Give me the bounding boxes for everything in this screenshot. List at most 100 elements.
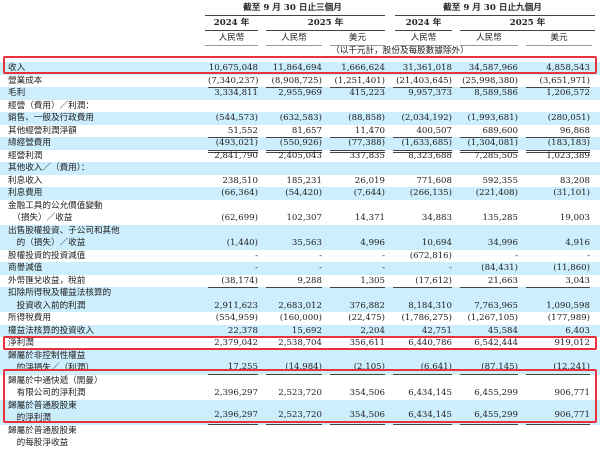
table-row: 外幣匯兌收益，稅前 (38,174) 9,288 1,305 (17,612) 21,66…	[0, 275, 600, 288]
row-value: (88,858)	[348, 113, 385, 123]
row-value: 238,510	[222, 175, 258, 186]
row-value: (1,251,401)	[330, 75, 385, 88]
table-row: 歸屬於中通快遞（開曼） 有限公司的淨利潤 2,396,297 2,523,720 35…	[0, 375, 600, 400]
row-value: 415,223	[349, 88, 385, 98]
row-value: (6,641)	[393, 361, 452, 375]
table-row: 收入 10,675,048 11,864,694 1,666,624 31,361,01…	[0, 62, 600, 75]
row-value: (87,145)	[460, 361, 518, 375]
row-value: 4,916	[565, 238, 590, 248]
row-value: 96,868	[526, 125, 590, 138]
row-value: (7,644)	[353, 188, 385, 198]
row-value: 2,523,720	[266, 409, 322, 425]
row-label: 銷售、一般及行政費用	[8, 113, 94, 123]
row-value: -	[515, 250, 518, 261]
row-value: 3,334,811	[214, 88, 258, 98]
row-value: (266,135)	[409, 188, 452, 198]
row-label: 其他經營利潤淨額	[8, 125, 77, 136]
table-row: 權益法核算的投資收入 22,378 15,692 2,204 42,751 45,584 6…	[0, 324, 600, 338]
row-value: -	[319, 250, 322, 261]
row-value: 6,440,786	[408, 338, 452, 348]
row-value: 11,864,694	[272, 63, 322, 73]
highlight-net-profit	[3, 336, 597, 350]
row-value: -	[449, 263, 452, 273]
row-value: (38,174)	[208, 275, 258, 288]
row-value: 400,507	[393, 125, 452, 138]
row-label: 金融工具的公允價值變動 （損失）／收益	[8, 200, 103, 224]
table-row: 經營（費用）／利潤：	[0, 100, 600, 113]
row-value: (31,101)	[553, 188, 590, 198]
row-value: 4,996	[360, 238, 385, 248]
table-row: 其他經營利潤淨額 51,552 81,657 11,470 400,507 689,600…	[0, 125, 600, 138]
row-value: 354,506	[349, 388, 385, 398]
row-value: 376,882	[349, 300, 385, 311]
row-value: (1,993,681)	[467, 113, 518, 123]
row-value: (550,926)	[266, 137, 322, 153]
row-value: (62,699)	[221, 213, 258, 223]
row-value: 7,285,505	[474, 150, 518, 161]
row-value: (1,304,081)	[460, 137, 518, 153]
row-value: (84,431)	[481, 263, 518, 273]
row-value: 906,771	[554, 388, 590, 398]
row-value: 19,003	[559, 213, 590, 223]
row-value: 83,208	[559, 175, 590, 186]
row-value: 10,675,048	[208, 63, 258, 73]
currency-rmb: 人民幣	[281, 33, 307, 43]
currency-usd: 美元	[550, 33, 568, 43]
row-value: (8,908,725)	[266, 75, 322, 88]
table-row: 其他收入／（費用）：	[0, 162, 600, 175]
row-value: (22,475)	[348, 313, 385, 323]
row-label: 經營利潤	[8, 150, 43, 161]
row-value: 34,883	[421, 213, 452, 223]
row-value: (11,860)	[553, 263, 590, 273]
row-label: 商譽減值	[8, 263, 43, 273]
row-value: (14,984)	[266, 361, 322, 375]
units-note: （以千元計，股份及每股數據除外）	[331, 46, 469, 56]
row-value: 21,663	[460, 275, 518, 288]
row-value: 337,835	[349, 150, 385, 161]
row-value: 2,955,969	[278, 88, 322, 98]
row-value: (1,267,105)	[467, 313, 518, 323]
row-value: 102,307	[286, 213, 322, 223]
row-value: (2,105)	[330, 361, 385, 375]
year-2024-3m: 2024 年	[213, 18, 250, 28]
row-value: 2,405,043	[278, 150, 322, 161]
row-value: (544,573)	[215, 113, 258, 123]
row-label: 歸屬於普通股股東 的淨利潤	[8, 400, 77, 424]
row-value: 2,379,042	[214, 338, 258, 348]
row-value: 9,288	[266, 275, 322, 288]
row-value: (12,241)	[526, 361, 590, 375]
row-value: 8,589,586	[474, 88, 518, 98]
row-value: 6,542,444	[474, 338, 518, 348]
row-label: 歸屬於普通股股東 的每股淨收益	[8, 425, 77, 449]
row-value: (1,633,685)	[393, 137, 452, 153]
row-value: 34,996	[487, 238, 518, 248]
row-label: 收入	[8, 63, 26, 73]
row-value: 689,600	[460, 125, 518, 138]
table-row: 利息收入 238,510 185,231 26,019 771,608 592,355 83…	[0, 175, 600, 188]
currency-rmb: 人民幣	[410, 33, 437, 43]
income-statement-table: 收入 10,675,048 11,864,694 1,666,624 31,361,01…	[0, 62, 600, 450]
row-value: 34,587,966	[468, 63, 518, 73]
row-value: 356,611	[349, 338, 385, 348]
row-value: 11,470	[330, 125, 385, 138]
table-row: 淨利潤 2,379,042 2,538,704 356,611 6,440,786 6,5…	[0, 337, 600, 350]
row-label: 歸屬於非控制性權益 的淨損失／（利潤）	[8, 350, 94, 374]
row-value: 35,563	[291, 238, 322, 248]
row-value: (7,340,237)	[208, 75, 258, 88]
row-value: 17,255	[208, 361, 258, 375]
row-value: 354,506	[330, 409, 385, 425]
row-value: 2,538,704	[278, 338, 322, 348]
row-label: 扣除所得稅及權益法核算的 投資收入前的利潤	[8, 288, 112, 311]
row-label: 歸屬於中通快遞（開曼） 有限公司的淨利潤	[8, 375, 103, 399]
currency-rmb: 人民幣	[218, 33, 245, 43]
table-row: 毛利 3,334,811 2,955,969 415,223 9,957,373 8,58…	[0, 87, 600, 100]
row-label: 毛利	[8, 88, 26, 98]
row-value: 919,012	[554, 338, 590, 348]
row-value: -	[255, 250, 258, 261]
row-value: 4,858,543	[546, 63, 590, 73]
row-value: (1,440)	[226, 238, 258, 248]
row-value: -	[255, 263, 258, 273]
row-value: 2,911,623	[214, 300, 258, 311]
row-value: 135,285	[482, 213, 518, 223]
table-row: 金融工具的公允價值變動 （損失）／收益 (62,699) 102,307 14,371…	[0, 200, 600, 225]
